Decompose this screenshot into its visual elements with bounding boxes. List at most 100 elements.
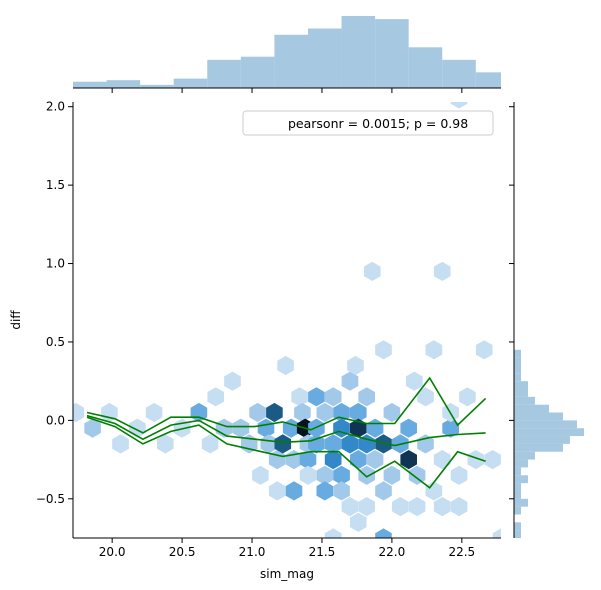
hexbin-cell: [84, 418, 101, 438]
hexbin-cell: [450, 102, 468, 109]
hexbin-cell: [358, 465, 375, 485]
hexbin-cell: [274, 434, 292, 454]
right-hist-bar: [514, 428, 584, 437]
hexbin-cell: [350, 418, 367, 438]
right-hist-bar: [514, 506, 521, 515]
top-hist-bar: [475, 72, 501, 88]
hexbin-cell: [492, 528, 501, 538]
hexbin-cell: [316, 402, 334, 423]
y-tick-label: 2.0: [46, 100, 65, 114]
x-tick-label: 22.5: [448, 545, 475, 559]
hexbin-cell: [260, 434, 278, 454]
hexbin-cell: [324, 434, 342, 454]
hexbin-cell: [450, 465, 468, 485]
right-hist-bar: [514, 498, 528, 507]
hexbin-cell: [207, 387, 224, 407]
trend-lines: [86, 376, 487, 489]
top-hist-bar: [307, 28, 342, 88]
right-hist-bar: [514, 467, 521, 476]
x-tick-label: 22.0: [379, 545, 406, 559]
hexbin-cell: [366, 450, 384, 470]
hexbin-cell: [341, 371, 359, 391]
hexbin-cell: [308, 418, 325, 438]
right-hist-bar: [514, 357, 521, 366]
right-hist-bar: [514, 443, 563, 452]
right-hist-bar: [514, 530, 521, 538]
hexbin-cell: [375, 340, 392, 360]
hexbin-cell: [366, 418, 384, 438]
hexbin-cell: [383, 465, 401, 485]
right-hist-bar: [514, 373, 521, 382]
hexbin-cell: [341, 434, 359, 454]
hexbin-cell: [350, 512, 367, 532]
hexbin-cell: [316, 465, 334, 485]
hexbin-cell: [112, 434, 129, 454]
hexbin-cell: [475, 340, 493, 360]
x-tick-label: 20.0: [99, 545, 126, 559]
right-hist-bar: [514, 451, 535, 460]
hexbin-cell: [129, 418, 146, 438]
hexbin-cell: [257, 418, 275, 438]
right-hist-bar: [514, 436, 570, 444]
hexbin-cell: [249, 402, 266, 423]
hexbin-cell: [358, 497, 375, 517]
right-hist-bar: [514, 490, 521, 499]
hexbin-cell: [341, 497, 359, 517]
right-hist-bar: [514, 412, 563, 421]
x-axis-label: sim_mag: [260, 567, 314, 581]
right-hist-bar: [514, 381, 528, 390]
hexbin-cell: [442, 418, 459, 438]
x-axis-ticks: 20.0 20.5 21.0 21.5 22.0 22.5: [99, 88, 475, 559]
hexbin-cell: [392, 497, 409, 517]
top-hist-bar: [173, 78, 208, 88]
top-hist-bar: [207, 59, 241, 88]
hexbin-cell: [358, 387, 375, 407]
hexbin-cell: [252, 465, 269, 485]
hexbin-cell: [285, 481, 303, 501]
top-hist-bar: [442, 59, 476, 88]
y-tick-label: 1.5: [46, 178, 65, 192]
right-hist-bar: [514, 522, 521, 531]
hexbin-cell: [268, 481, 286, 501]
right-hist-bar: [514, 365, 521, 374]
y-tick-label: 0.5: [46, 335, 65, 349]
hexbin-cell: [400, 418, 417, 438]
trend-line: [86, 416, 486, 489]
hexbin-cell: [375, 481, 392, 501]
hexbin-cell: [459, 387, 476, 407]
hexbin-cell: [467, 450, 485, 470]
hexbin-cell: [433, 450, 451, 470]
right-hist-bar: [514, 389, 528, 397]
top-hist-bar: [408, 47, 443, 88]
right-hist-bar: [514, 475, 528, 484]
top-hist-bar: [106, 80, 141, 88]
hexbin-cell: [350, 450, 367, 470]
hexbin-cells: [73, 102, 501, 538]
hexbin-cell: [425, 340, 443, 360]
hexbin-cell: [299, 450, 317, 470]
hexbin-cell: [333, 465, 350, 485]
top-hist-bar: [274, 34, 308, 88]
hexbin-cell: [201, 434, 219, 454]
hexbin-cell: [406, 371, 423, 391]
hexbin-cell: [484, 450, 501, 470]
top-hist-bar: [375, 19, 409, 89]
hexbin-cell: [333, 418, 350, 438]
x-tick-label: 21.5: [309, 545, 336, 559]
trend-line: [86, 376, 487, 434]
hexbin-cell: [324, 450, 342, 470]
y-tick-label: 1.0: [46, 257, 65, 271]
hexbin-cell: [347, 355, 364, 376]
hexbin-cell: [308, 434, 325, 454]
hexbin-cell: [277, 355, 294, 376]
top-hist-bar: [240, 56, 275, 88]
hexbin-cell: [73, 402, 85, 423]
hexbin-cell: [324, 528, 342, 538]
trend-line: [86, 414, 486, 447]
hexbin-cell: [145, 402, 163, 423]
hexbin-cell: [425, 481, 443, 501]
hexbin-cell: [417, 387, 434, 407]
hexbin-cell: [358, 434, 375, 454]
hexbin-cell: [375, 528, 392, 538]
hexbin-cell: [433, 497, 451, 517]
